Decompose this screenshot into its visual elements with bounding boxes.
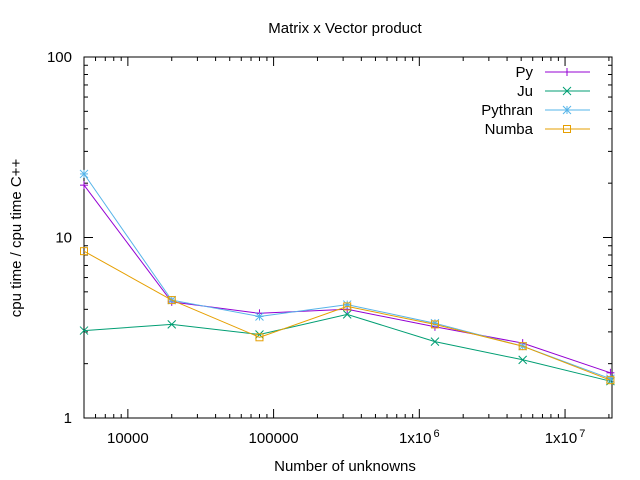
legend-item: Numba xyxy=(485,121,590,138)
legend-marker xyxy=(562,86,572,96)
data-point xyxy=(430,337,440,346)
data-point xyxy=(80,181,88,190)
legend-item: Pythran xyxy=(481,102,590,119)
x-tick-label-exponent: 7 xyxy=(579,428,585,440)
data-point xyxy=(518,355,528,365)
data-point xyxy=(606,376,615,385)
data-point xyxy=(342,310,352,319)
x-tick-label: 1x10 7 xyxy=(545,428,586,447)
chart-title: Matrix x Vector product xyxy=(268,20,422,37)
data-point xyxy=(343,302,352,311)
data-point xyxy=(255,333,264,342)
legend-label: Py xyxy=(515,64,533,81)
legend-item: Ju xyxy=(517,83,590,100)
series-line xyxy=(83,184,611,374)
series-numba xyxy=(80,247,615,385)
series-line xyxy=(83,313,611,382)
series-line xyxy=(83,250,611,381)
x-tick-label: 100000 xyxy=(249,430,299,447)
data-point xyxy=(167,320,177,329)
data-point xyxy=(167,296,176,305)
legend-label: Pythran xyxy=(481,102,533,119)
y-axis-label: cpu time / cpu time C++ xyxy=(8,159,25,318)
x-axis: 10000 100000 1x10 6 1x10 7 xyxy=(95,57,610,447)
data-point xyxy=(79,326,89,335)
data-point xyxy=(255,330,264,339)
data-point xyxy=(430,320,439,329)
legend-label: Numba xyxy=(485,121,534,138)
series-py xyxy=(80,181,615,377)
x-axis-label: Number of unknowns xyxy=(274,458,416,475)
data-point xyxy=(80,247,88,256)
y-tick-label: 10 xyxy=(55,230,72,247)
data-point xyxy=(255,312,264,321)
y-axis: 1 10 100 xyxy=(47,49,612,427)
series-ju xyxy=(79,310,615,386)
x-tick-label-base: 100000 xyxy=(249,430,299,447)
x-tick-label: 10000 xyxy=(107,430,149,447)
legend-item: Py xyxy=(515,64,590,81)
y-tick-label: 100 xyxy=(47,49,72,66)
data-point xyxy=(79,169,89,179)
legend-marker xyxy=(562,105,572,115)
legend-marker xyxy=(563,68,571,76)
y-tick-label: 1 xyxy=(64,410,72,427)
legend: Py Ju Pythran Numba xyxy=(481,64,590,138)
x-tick-label-base: 1x10 xyxy=(399,430,432,447)
x-tick-label-base: 10000 xyxy=(107,430,149,447)
series-line xyxy=(83,173,611,380)
x-tick-label-base: 1x10 xyxy=(545,430,578,447)
data-point xyxy=(518,342,527,351)
legend-label: Ju xyxy=(517,83,533,100)
series-layer xyxy=(79,169,615,386)
legend-marker xyxy=(563,125,571,133)
x-tick-label: 1x10 6 xyxy=(399,428,440,447)
x-tick-label-exponent: 6 xyxy=(434,428,440,440)
